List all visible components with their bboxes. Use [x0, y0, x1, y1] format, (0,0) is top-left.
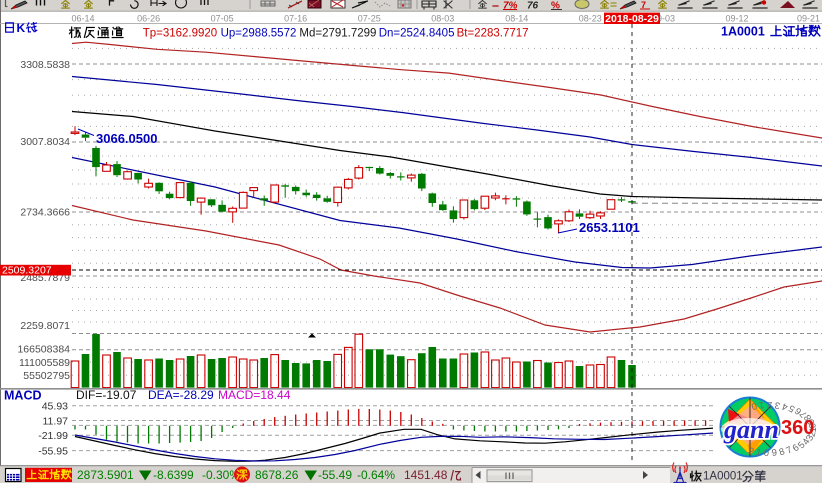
svg-text:07-16: 07-16: [284, 14, 307, 24]
svg-text:09-12: 09-12: [725, 14, 748, 24]
svg-text:-55.95: -55.95: [38, 445, 68, 457]
svg-text:1: 1: [758, 399, 765, 411]
svg-text:8: 8: [802, 413, 814, 423]
svg-text:2018-08-29: 2018-08-29: [605, 13, 659, 25]
svg-text:06-14: 06-14: [72, 14, 95, 24]
svg-text:8: 8: [778, 446, 786, 458]
svg-text:7: 7: [641, 0, 646, 10]
svg-text:Dn=2524.8405: Dn=2524.8405: [379, 28, 455, 40]
svg-text:3066.0500: 3066.0500: [96, 131, 157, 146]
svg-text:5: 5: [796, 440, 808, 451]
svg-text:6: 6: [793, 405, 804, 417]
svg-text:Up=2988.5572: Up=2988.5572: [221, 28, 297, 40]
svg-text:1451.48: 1451.48: [404, 468, 448, 482]
svg-text:-55.49: -55.49: [318, 468, 352, 482]
svg-text:08-03: 08-03: [431, 14, 454, 24]
svg-text:11.97: 11.97: [43, 415, 69, 427]
svg-text:gann: gann: [723, 415, 779, 444]
svg-text:0: 0: [764, 448, 770, 459]
svg-text:06-26: 06-26: [137, 14, 160, 24]
svg-text:7: 7: [798, 408, 810, 419]
svg-text:0: 0: [750, 400, 758, 412]
svg-text:0: 0: [807, 422, 819, 429]
svg-text:45.93: 45.93: [42, 401, 68, 413]
svg-text:K: K: [17, 21, 26, 35]
svg-text:08-14: 08-14: [505, 14, 528, 24]
svg-text:360: 360: [781, 417, 814, 439]
svg-text:Tp=3162.9920: Tp=3162.9920: [143, 28, 218, 40]
svg-text:2: 2: [807, 430, 819, 437]
svg-text:07-05: 07-05: [211, 14, 234, 24]
svg-text:2: 2: [746, 446, 755, 458]
svg-text:Md=2791.7299: Md=2791.7299: [299, 28, 376, 40]
svg-text:166508384: 166508384: [17, 343, 70, 355]
svg-text:-0.64%: -0.64%: [357, 468, 395, 482]
svg-text:-21.99: -21.99: [38, 430, 68, 442]
svg-text:76: 76: [527, 1, 539, 12]
svg-text:8678.26: 8678.26: [255, 468, 299, 482]
svg-text:2873.5901: 2873.5901: [77, 468, 134, 482]
svg-text:2259.8071: 2259.8071: [20, 320, 70, 332]
svg-text:7%: 7%: [503, 1, 518, 12]
svg-text:08-23: 08-23: [579, 14, 602, 24]
svg-text:-8.6399: -8.6399: [153, 468, 194, 482]
svg-text:%: %: [551, 1, 560, 12]
svg-text:3: 3: [774, 399, 781, 411]
svg-text:3007.8034: 3007.8034: [20, 136, 70, 148]
svg-text:6: 6: [791, 442, 802, 454]
svg-text:3: 3: [804, 434, 816, 443]
svg-text:4: 4: [781, 400, 790, 412]
svg-text:MACD=18.44: MACD=18.44: [218, 388, 291, 402]
svg-text:DIF=-19.07: DIF=-19.07: [76, 388, 137, 402]
svg-text:9: 9: [805, 417, 817, 425]
svg-text:2734.3666: 2734.3666: [20, 206, 70, 218]
svg-text:MACD: MACD: [4, 389, 42, 403]
svg-text:2509.3207: 2509.3207: [2, 264, 52, 276]
svg-text:4: 4: [801, 437, 813, 447]
svg-text:7: 7: [784, 444, 794, 456]
svg-text:09-21: 09-21: [797, 14, 820, 24]
svg-text:3308.5838: 3308.5838: [20, 59, 70, 71]
svg-text:2653.1101: 2653.1101: [579, 220, 640, 235]
svg-text:55502795: 55502795: [23, 370, 70, 382]
svg-text:gann: gann: [723, 415, 779, 444]
svg-text:1A0001: 1A0001: [703, 471, 743, 483]
svg-text:2: 2: [767, 399, 773, 410]
svg-text:DEA=-28.29: DEA=-28.29: [148, 388, 214, 402]
svg-text:1A0001: 1A0001: [721, 25, 765, 39]
svg-text:Bt=2283.7717: Bt=2283.7717: [457, 28, 529, 40]
svg-text:5: 5: [787, 402, 797, 414]
svg-text:1: 1: [808, 427, 819, 433]
svg-text:1: 1: [755, 447, 762, 459]
svg-text:9: 9: [771, 447, 778, 459]
svg-text:09-03: 09-03: [652, 14, 675, 24]
svg-text:07-25: 07-25: [358, 14, 381, 24]
svg-text:-0.30%: -0.30%: [202, 468, 240, 482]
svg-text:111005589: 111005589: [19, 357, 70, 369]
